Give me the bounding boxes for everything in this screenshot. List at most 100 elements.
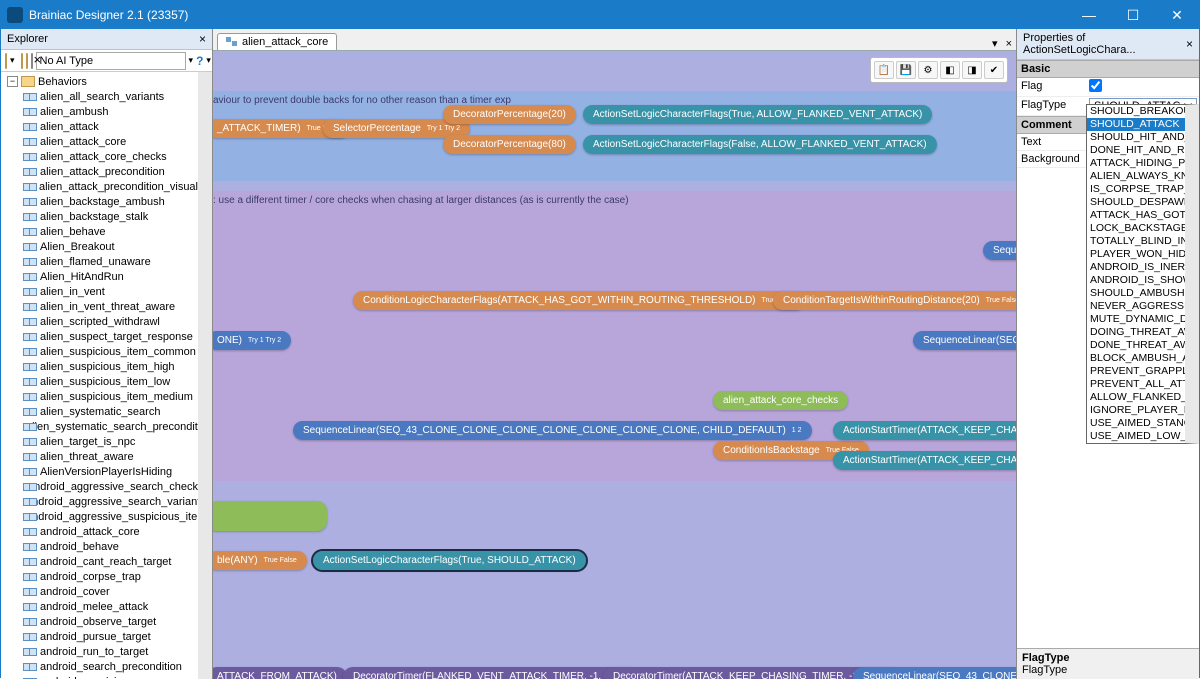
dropdown-option[interactable]: ALIEN_ALWAYS_KNOWS — [1087, 170, 1185, 183]
flagtype-dropdown[interactable]: SHOULD_BREAKOUTSHOULD_ATTACKSHOULD_HIT_A… — [1086, 104, 1199, 444]
tree-item[interactable]: android_cover — [7, 584, 198, 599]
tree-item[interactable]: alien_suspicious_item_common — [7, 344, 198, 359]
tree-item[interactable]: alien_scripted_withdrawl — [7, 314, 198, 329]
tree-item[interactable]: alien_suspect_target_response — [7, 329, 198, 344]
dropdown-option[interactable]: ANDROID_IS_INERT — [1087, 261, 1185, 274]
close-button[interactable]: ✕ — [1155, 1, 1199, 29]
dropdown-option[interactable]: DONE_THREAT_AWARE — [1087, 339, 1185, 352]
dropdown-option[interactable]: PREVENT_GRAPPLES — [1087, 365, 1185, 378]
tree-item[interactable]: alien_suspicious_item_medium — [7, 389, 198, 404]
canvas-tool-save[interactable]: 💾 — [896, 61, 916, 79]
tree-item[interactable]: android_observe_target — [7, 614, 198, 629]
node-bottom-2[interactable]: DecoratorTimer(FLANKED_VENT_ATTACK_TIMER… — [343, 667, 642, 679]
tree-item[interactable]: alien_suspicious_item_high — [7, 359, 198, 374]
tree-item[interactable]: alien_attack_precondition — [7, 164, 198, 179]
tree-item[interactable]: alien_target_is_npc — [7, 434, 198, 449]
tab-alien-attack-core[interactable]: alien_attack_core — [217, 33, 337, 50]
dropdown-option[interactable]: BLOCK_AMBUSH_AND — [1087, 352, 1185, 365]
dropdown-option[interactable]: TOTALLY_BLIND_IN_D — [1087, 235, 1185, 248]
node-timer1[interactable]: ActionStartTimer(ATTACK_KEEP_CHASING_TIM — [833, 421, 1016, 440]
tab-close-icon[interactable]: × — [1002, 38, 1016, 50]
tree-item[interactable]: android_cant_reach_target — [7, 554, 198, 569]
dropdown-option[interactable]: SHOULD_ATTACK — [1087, 118, 1185, 131]
node-any[interactable]: ble(ANY)True False — [213, 551, 307, 570]
node-core-checks[interactable]: alien_attack_core_checks — [713, 391, 848, 410]
dropdown-option[interactable]: ANDROID_IS_SHOWROOM — [1087, 274, 1185, 287]
dropdown-option[interactable]: PLAYER_WON_HIDING — [1087, 248, 1185, 261]
maximize-button[interactable]: ☐ — [1111, 1, 1155, 29]
canvas-tool-5[interactable]: ◨ — [962, 61, 982, 79]
node-timer2[interactable]: ActionStartTimer(ATTACK_KEEP_CHASING_TIM — [833, 451, 1016, 470]
node-sequen[interactable]: Sequen — [983, 241, 1016, 260]
dropdown-option[interactable]: SHOULD_AMBUSH — [1087, 287, 1185, 300]
tree-item[interactable]: alien_attack_core_checks — [7, 149, 198, 164]
node-decorator-20[interactable]: DecoratorPercentage(20) — [443, 105, 576, 124]
tree-item[interactable]: alien_flamed_unaware — [7, 254, 198, 269]
tree-item[interactable]: alien_attack_precondition_visual — [7, 179, 198, 194]
dropdown-option[interactable]: IGNORE_PLAYER_IN — [1087, 404, 1185, 417]
tree-item[interactable]: alien_threat_aware — [7, 449, 198, 464]
open-folder-icon[interactable] — [26, 53, 28, 69]
tree-item[interactable]: android_run_to_target — [7, 644, 198, 659]
node-action-true[interactable]: ActionSetLogicCharacterFlags(True, ALLOW… — [583, 105, 932, 124]
tree-item[interactable]: alien_all_search_variants — [7, 89, 198, 104]
tree-item[interactable]: android_attack_core — [7, 524, 198, 539]
dropdown-option[interactable]: SHOULD_HIT_AND_RUN — [1087, 131, 1185, 144]
behavior-canvas[interactable]: aviour to prevent double backs for no ot… — [213, 51, 1016, 679]
tree-item[interactable]: alien_backstage_ambush — [7, 194, 198, 209]
tab-dropdown-icon[interactable]: ▾ — [988, 37, 1002, 50]
tree-item[interactable]: android_pursue_target — [7, 629, 198, 644]
tree-item[interactable]: AlienVersionPlayerIsHiding — [7, 464, 198, 479]
node-green-blank[interactable] — [213, 501, 327, 531]
node-should-attack[interactable]: ActionSetLogicCharacterFlags(True, SHOUL… — [313, 551, 586, 570]
tree-item[interactable]: android_aggressive_suspicious_item — [7, 509, 198, 524]
ai-type-filter[interactable] — [36, 52, 186, 70]
explorer-close-icon[interactable]: × — [199, 32, 206, 46]
flag-checkbox[interactable] — [1089, 79, 1102, 92]
node-bottom-4[interactable]: SequenceLinear(SEQ_43_CLONE_CLONE_CL — [853, 667, 1016, 679]
tree-root-folder[interactable]: − Behaviors — [7, 74, 198, 89]
dropdown-option[interactable]: SHOULD_BREAKOUT — [1087, 105, 1185, 118]
node-one[interactable]: ONE)Try 1 Try 2 — [213, 331, 291, 350]
tree-item[interactable]: android_melee_attack — [7, 599, 198, 614]
dropdown-option[interactable]: ATTACK_HAS_GOT_WITHIN — [1087, 209, 1185, 222]
node-cond-flag[interactable]: ConditionLogicCharacterFlags(ATTACK_HAS_… — [353, 291, 805, 310]
tree-item[interactable]: android_suspicious — [7, 674, 198, 679]
canvas-tool-4[interactable]: ◧ — [940, 61, 960, 79]
dropdown-option[interactable]: ALLOW_FLANKED_VENT — [1087, 391, 1185, 404]
dropdown-option[interactable]: SHOULD_DESPAWN — [1087, 196, 1185, 209]
toolbar-icon-1[interactable] — [5, 53, 7, 69]
canvas-tool-1[interactable]: 📋 — [874, 61, 894, 79]
tree-item[interactable]: android_aggressive_search_check — [7, 479, 198, 494]
help-icon[interactable]: ? — [196, 54, 203, 68]
tree-item[interactable]: alien_systematic_search — [7, 404, 198, 419]
node-seq43r[interactable]: SequenceLinear(SEQ_43 — [913, 331, 1016, 350]
dropdown-option[interactable]: IS_CORPSE_TRAP_ON — [1087, 183, 1185, 196]
tree-item[interactable]: android_behave — [7, 539, 198, 554]
dropdown-option[interactable]: PREVENT_ALL_ATTACKS — [1087, 378, 1185, 391]
node-seq43[interactable]: SequenceLinear(SEQ_43_CLONE_CLONE_CLONE_… — [293, 421, 812, 440]
tree-item[interactable]: Alien_HitAndRun — [7, 269, 198, 284]
tree-item[interactable]: alien_behave — [7, 224, 198, 239]
collapse-icon[interactable]: − — [7, 76, 18, 87]
dropdown-option[interactable]: NEVER_AGGRESSIVE — [1087, 300, 1185, 313]
tree-item[interactable]: alien_in_vent_threat_aware — [7, 299, 198, 314]
canvas-tool-check[interactable]: ✔ — [984, 61, 1004, 79]
dropdown-option[interactable]: CLOSE_TO_BACKSTAGE — [1087, 443, 1185, 444]
tree-item[interactable]: alien_ambush — [7, 104, 198, 119]
properties-close-icon[interactable]: × — [1186, 37, 1193, 51]
node-cond-route[interactable]: ConditionTargetIsWithinRoutingDistance(2… — [773, 291, 1016, 310]
tree-item[interactable]: alien_backstage_stalk — [7, 209, 198, 224]
delete-icon[interactable] — [31, 53, 33, 69]
behavior-tree[interactable]: − Behaviors alien_all_search_variantsali… — [1, 72, 212, 679]
node-action-false[interactable]: ActionSetLogicCharacterFlags(False, ALLO… — [583, 135, 937, 154]
dropdown-option[interactable]: DOING_THREAT_AWARE — [1087, 326, 1185, 339]
tree-item[interactable]: alien_attack — [7, 119, 198, 134]
tree-item[interactable]: android_aggressive_search_variants — [7, 494, 198, 509]
dropdown-option[interactable]: ATTACK_HIDING_PLAYER — [1087, 157, 1185, 170]
minimize-button[interactable]: — — [1067, 1, 1111, 29]
dropdown-option[interactable]: DONE_HIT_AND_RUN — [1087, 144, 1185, 157]
node-bottom-1[interactable]: ATTACK_FROM_ATTACK) — [213, 667, 347, 679]
dropdown-option[interactable]: MUTE_DYNAMIC_DIALOG — [1087, 313, 1185, 326]
dropdown-option[interactable]: USE_AIMED_STANCE_FOR — [1087, 417, 1185, 430]
